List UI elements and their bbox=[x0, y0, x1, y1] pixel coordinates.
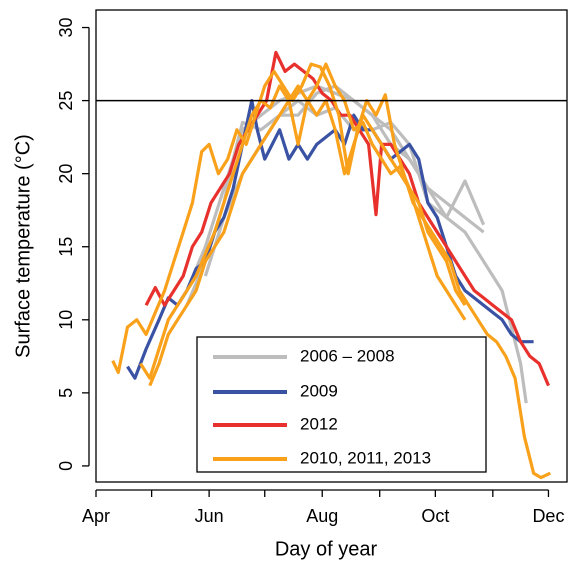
x-axis-title: Day of year bbox=[275, 538, 378, 560]
x-tick-label: Dec bbox=[532, 506, 564, 526]
series-line bbox=[111, 62, 551, 480]
y-tick-label: 30 bbox=[56, 18, 76, 38]
legend-label: 2012 bbox=[300, 414, 338, 433]
y-tick-label: 0 bbox=[56, 461, 76, 471]
y-axis-title: Surface temperature (°C) bbox=[12, 134, 34, 358]
y-tick-label: 20 bbox=[56, 164, 76, 184]
x-tick-label: Apr bbox=[82, 506, 110, 526]
x-tick-label: Aug bbox=[306, 506, 338, 526]
legend-label: 2010, 2011, 2013 bbox=[300, 448, 431, 467]
x-tick-label: Oct bbox=[421, 506, 449, 526]
legend-label: 2006 – 2008 bbox=[300, 346, 395, 365]
plot-frame bbox=[95, 9, 568, 483]
y-tick-label: 5 bbox=[56, 388, 76, 398]
y-tick-label: 10 bbox=[56, 310, 76, 330]
y-tick-label: 15 bbox=[56, 237, 76, 257]
legend-label: 2009 bbox=[300, 381, 338, 400]
plot-area bbox=[96, 50, 567, 480]
legend bbox=[196, 336, 487, 473]
y-tick-label: 25 bbox=[56, 91, 76, 111]
x-tick-label: Jun bbox=[195, 506, 224, 526]
